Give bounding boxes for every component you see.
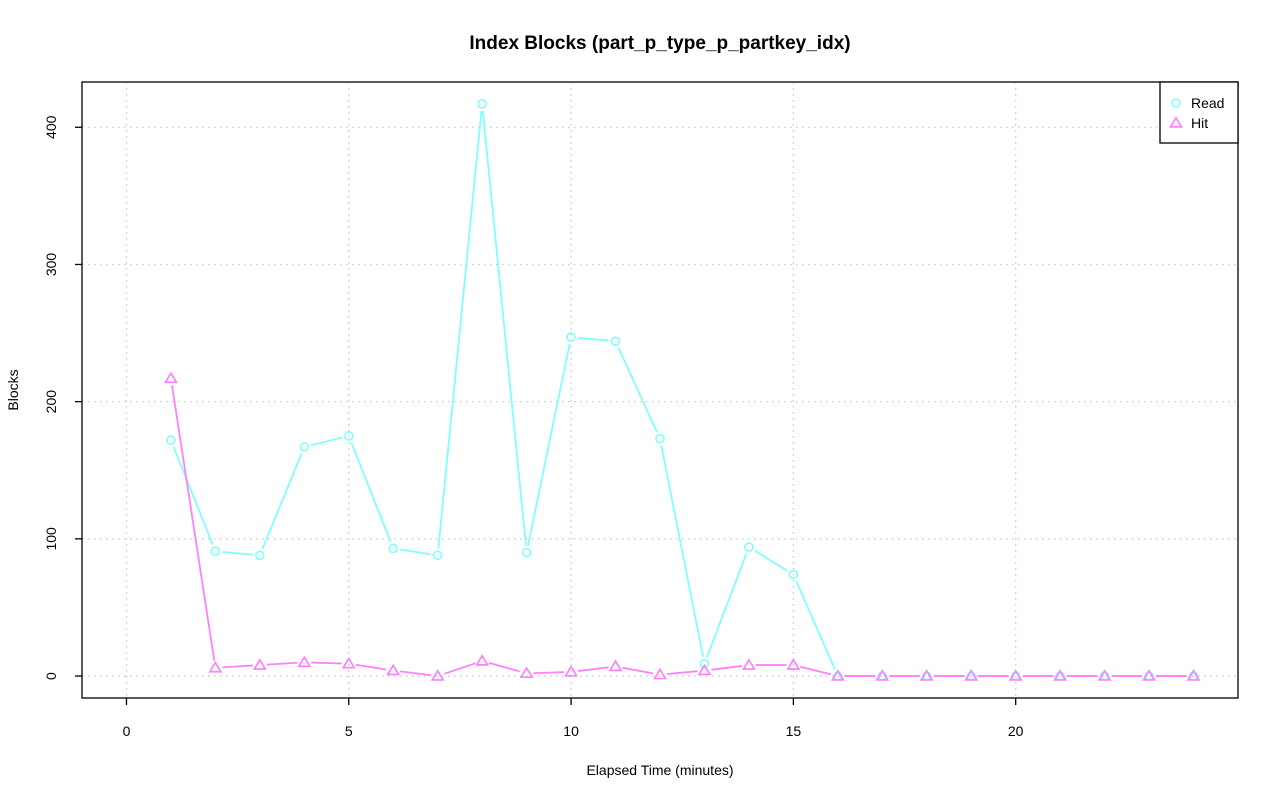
data-point-hit: [1097, 669, 1112, 681]
data-point-hit: [1186, 669, 1201, 681]
series-line-segment: [577, 666, 609, 672]
series-hit: [163, 371, 1201, 681]
series-line-segment: [350, 442, 392, 543]
series-line-segment: [481, 110, 527, 546]
data-point-read: [610, 336, 621, 347]
series-line-segment: [437, 110, 483, 549]
data-point-hit: [741, 658, 756, 670]
data-point-read: [477, 99, 487, 109]
series-line-segment: [533, 671, 565, 674]
x-tick-label: 15: [786, 723, 802, 739]
data-point-hit: [519, 666, 534, 679]
data-point-hit: [341, 656, 356, 669]
data-point-read: [166, 435, 176, 445]
series-line-segment: [400, 548, 431, 556]
series-line-segment: [355, 663, 387, 671]
series-line-segment: [660, 445, 704, 658]
data-point-read: [788, 569, 799, 580]
data-point-read: [255, 550, 265, 561]
data-point-hit: [208, 660, 223, 673]
x-tick-label: 10: [563, 723, 579, 739]
series-line-segment: [622, 666, 654, 675]
data-point-hit: [430, 669, 445, 681]
data-point-read: [655, 433, 665, 444]
x-tick-label: 20: [1008, 723, 1024, 739]
data-point-hit: [1142, 669, 1157, 681]
series-line-segment: [795, 580, 836, 670]
series-read: [166, 99, 1199, 681]
data-point-read: [343, 431, 354, 441]
legend-marker-hit: [1169, 116, 1183, 128]
y-tick-label: 100: [43, 527, 59, 551]
chart-title: Index Blocks (part_p_type_p_partkey_idx): [469, 33, 850, 54]
data-point-hit: [252, 658, 267, 670]
data-point-hit: [786, 658, 801, 670]
legend-label-hit: Hit: [1191, 115, 1208, 131]
series-line-segment: [222, 550, 253, 556]
data-point-hit: [1053, 669, 1068, 681]
data-point-hit: [564, 665, 579, 677]
data-point-hit: [919, 669, 934, 681]
data-point-read: [210, 546, 221, 557]
data-point-hit: [163, 371, 178, 384]
data-point-read: [521, 547, 532, 558]
y-tick-label: 200: [43, 390, 59, 414]
series-line-segment: [172, 446, 214, 546]
series-line-segment: [222, 664, 253, 669]
series-line-segment: [266, 661, 298, 666]
data-point-read: [699, 658, 710, 669]
series-line-segment: [311, 661, 342, 665]
plot-frame: [81, 81, 1239, 699]
series-layer: [163, 99, 1201, 681]
y-tick-label: 300: [43, 253, 59, 277]
data-point-hit: [653, 667, 667, 680]
data-point-hit: [608, 659, 623, 672]
x-tick-label: 5: [345, 723, 353, 739]
data-point-read: [388, 543, 399, 554]
series-line-segment: [711, 665, 743, 671]
series-line-segment: [310, 436, 343, 447]
series-line-segment: [527, 343, 571, 546]
series-line-segment: [754, 549, 788, 572]
data-point-hit: [964, 669, 979, 681]
legend-label-read: Read: [1191, 95, 1224, 111]
data-point-hit: [697, 663, 712, 676]
series-line-segment: [488, 661, 521, 673]
data-point-hit: [1008, 669, 1023, 681]
data-point-hit: [386, 663, 401, 676]
series-line-segment: [666, 670, 698, 675]
data-point-hit: [297, 655, 312, 668]
data-point-read: [744, 542, 754, 552]
data-point-read: [299, 442, 310, 452]
series-line-segment: [706, 553, 748, 658]
y-tick-label: 400: [43, 115, 59, 139]
data-point-read: [566, 332, 576, 342]
y-tick-label: 0: [43, 672, 59, 680]
data-point-hit: [830, 669, 845, 681]
series-line-segment: [400, 670, 431, 677]
data-point-hit: [875, 669, 890, 681]
x-tick-label: 0: [123, 723, 131, 739]
legend: Read Hit: [1159, 81, 1239, 144]
y-axis-label: Blocks: [5, 369, 21, 410]
series-line-segment: [171, 385, 216, 662]
legend-box: [1159, 81, 1239, 144]
legend-marker-read: [1171, 98, 1181, 108]
x-axis-label: Elapsed Time (minutes): [586, 762, 733, 778]
series-line-segment: [617, 347, 658, 433]
data-point-read: [432, 550, 443, 561]
data-point-hit: [475, 654, 490, 666]
grid: [82, 82, 1238, 698]
series-line-segment: [444, 662, 476, 675]
series-line-segment: [577, 336, 609, 342]
series-line-segment: [261, 453, 303, 550]
series-line-segment: [799, 665, 832, 676]
